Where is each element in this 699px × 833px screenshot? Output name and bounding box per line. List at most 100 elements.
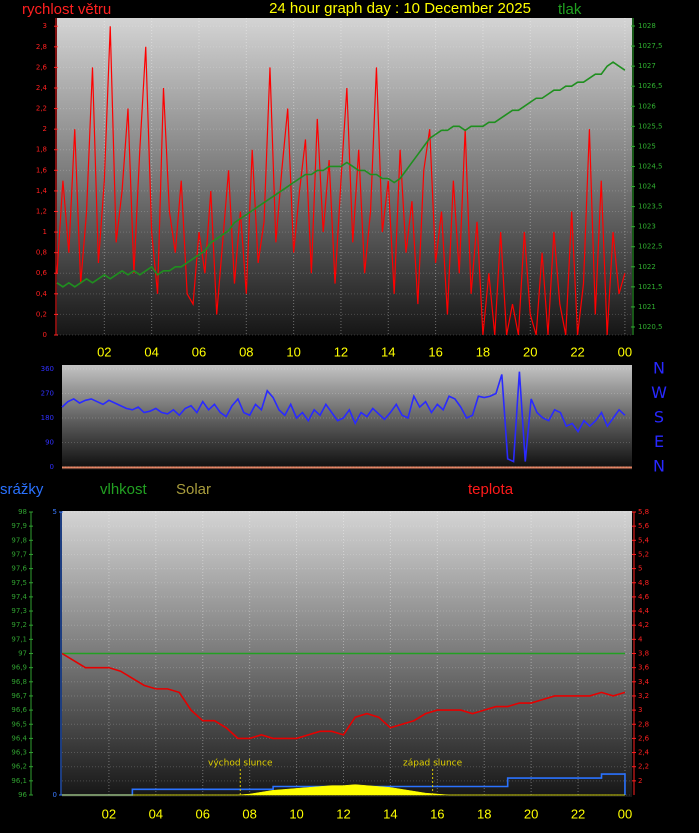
y-tick-label: 96,3: [11, 749, 27, 757]
y-tick-label: 2: [43, 125, 47, 133]
y-tick-label: 97,1: [11, 635, 27, 643]
x-tick-label: 00: [618, 806, 632, 821]
y2-tick-label: 1026,5: [638, 82, 663, 90]
y2-tick-label: 1026: [638, 102, 656, 110]
y2-tick-label: N: [653, 457, 665, 476]
line: [56, 26, 626, 336]
y-tick-label: 97,5: [11, 579, 27, 587]
legend-label: rychlost větru: [22, 1, 111, 18]
annotation: západ slunce: [403, 759, 463, 769]
y-tick-label: 97,7: [11, 550, 27, 558]
y2-tick-label: 2,6: [638, 734, 650, 742]
y-tick-label: 96,7: [11, 692, 27, 700]
y2-tick-label: 5,2: [638, 550, 649, 558]
y2-tick-label: 4: [638, 635, 643, 643]
y-tick-label: 360: [41, 365, 54, 373]
line: [61, 652, 626, 740]
x-tick-label: 20: [523, 344, 537, 359]
y2-tick-label: 4,6: [638, 593, 650, 601]
y2-tick-label: 4,4: [638, 607, 650, 615]
y-tick-label: 97: [18, 650, 27, 658]
y-tick-label: 0,8: [36, 249, 47, 257]
annotation: východ slunce: [208, 759, 273, 769]
y2-tick-label: 3: [638, 706, 642, 714]
line: [56, 61, 626, 288]
y2-tick-label: 3,4: [638, 678, 650, 686]
legend-label: srážky: [0, 481, 44, 498]
y-tick-label: 3: [43, 22, 47, 30]
y2-tick-label: E: [654, 432, 664, 451]
line: [61, 371, 626, 463]
y2-tick-label: 5,6: [638, 522, 650, 530]
y3-tick-label: 5: [53, 508, 57, 516]
x-tick-label: 08: [239, 344, 253, 359]
y2-tick-label: 4,2: [638, 621, 649, 629]
y2-tick-label: 1027,5: [638, 42, 663, 50]
y-tick-label: 1,4: [36, 187, 48, 195]
y-tick-label: 0: [50, 463, 54, 471]
y-tick-label: 180: [41, 414, 54, 422]
chart-title: 24 hour graph day : 10 December 2025: [269, 0, 531, 17]
legend-label: teplota: [468, 481, 514, 498]
y2-tick-label: 1024: [638, 183, 656, 191]
y2-tick-label: 1028: [638, 22, 656, 30]
y2-tick-label: 2,8: [638, 720, 649, 728]
x-tick-label: 20: [524, 806, 538, 821]
y-tick-label: 96,9: [11, 664, 27, 672]
y2-tick-label: 3,6: [638, 664, 650, 672]
x-tick-label: 06: [192, 344, 206, 359]
y2-tick-label: 2,4: [638, 749, 650, 757]
y2-tick-label: 3,8: [638, 650, 649, 658]
y-tick-label: 97,3: [11, 607, 27, 615]
x-tick-label: 06: [196, 806, 210, 821]
y-tick-label: 96,2: [11, 763, 27, 771]
x-tick-label: 00: [618, 344, 632, 359]
y2-tick-label: 1023: [638, 223, 656, 231]
y-tick-label: 2,6: [36, 63, 48, 71]
x-tick-label: 18: [477, 806, 491, 821]
x-tick-label: 04: [144, 344, 158, 359]
y-tick-label: 0,6: [36, 269, 48, 277]
y-tick-label: 270: [41, 390, 54, 398]
x-tick-label: 16: [430, 806, 444, 821]
y-tick-label: 2,2: [36, 105, 47, 113]
y-tick-label: 1,8: [36, 146, 47, 154]
y2-tick-label: 5: [638, 565, 642, 573]
x-tick-label: 04: [149, 806, 163, 821]
x-tick-label: 10: [286, 344, 300, 359]
y-tick-label: 0,4: [36, 290, 48, 298]
x-tick-label: 18: [476, 344, 490, 359]
y2-tick-label: W: [651, 383, 667, 402]
y-tick-label: 1,2: [36, 207, 47, 215]
x-tick-label: 22: [570, 344, 584, 359]
y3-tick-label: 0: [53, 791, 57, 799]
y-tick-label: 96,6: [11, 706, 27, 714]
y2-tick-label: 2,2: [638, 763, 649, 771]
y2-tick-label: 1027: [638, 62, 656, 70]
x-tick-label: 22: [571, 806, 585, 821]
y-tick-label: 97,2: [11, 621, 27, 629]
x-tick-label: 12: [334, 344, 348, 359]
x-tick-label: 08: [242, 806, 256, 821]
y-tick-label: 2,8: [36, 43, 47, 51]
y-tick-label: 97,6: [11, 565, 27, 573]
y2-tick-label: 1022: [638, 263, 656, 271]
y-tick-label: 98: [18, 508, 27, 516]
x-tick-label: 14: [383, 806, 397, 821]
y2-tick-label: 2: [638, 777, 642, 785]
y-tick-label: 97,8: [11, 536, 27, 544]
y2-tick-label: 5,4: [638, 536, 650, 544]
y-tick-label: 0,2: [36, 310, 47, 318]
x-tick-label: 02: [97, 344, 111, 359]
y-tick-label: 96: [18, 791, 27, 799]
y2-tick-label: 1023,5: [638, 203, 663, 211]
y2-tick-label: 4,8: [638, 579, 649, 587]
x-tick-label: 02: [102, 806, 116, 821]
y-tick-label: 96,8: [11, 678, 27, 686]
y2-tick-label: S: [654, 408, 664, 427]
chart-layer: 0 0,2 0,4 0,6 0,8 1 1,2 1,4 1,6 1,8 2 2,2 2,4 2,6 2,8 3…: [0, 1, 667, 821]
x-tick-label: 16: [428, 344, 442, 359]
y-tick-label: 90: [45, 439, 54, 447]
y2-tick-label: 3,2: [638, 692, 649, 700]
